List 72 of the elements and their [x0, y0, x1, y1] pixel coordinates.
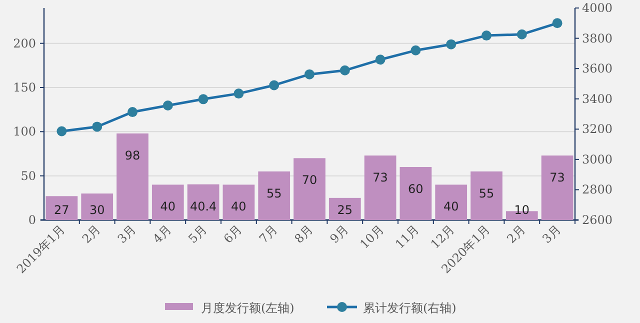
data-label: 73 [372, 170, 388, 185]
y2-tick-label: 3800 [582, 31, 613, 46]
data-label: 40 [231, 200, 246, 214]
x-tick-label: 2月 [504, 222, 528, 246]
bar [328, 198, 361, 220]
point [128, 107, 138, 118]
data-label: 40 [443, 200, 459, 214]
bar [470, 171, 502, 220]
bar [222, 184, 255, 220]
x-tick-label: 11月 [392, 222, 422, 252]
y-tick-label: 150 [13, 80, 36, 94]
bar [152, 184, 184, 220]
bar [81, 194, 114, 220]
point [162, 100, 173, 111]
bar [116, 133, 148, 220]
legend-label: 累计发行额(右轴) [363, 301, 456, 315]
legend-label: 月度发行额(左轴) [201, 301, 294, 315]
y2-tick-label: 3000 [582, 152, 613, 166]
y2-tick-label: 3600 [582, 62, 613, 76]
y-tick-label: 100 [13, 124, 36, 139]
x-tick-label: 12月 [428, 222, 458, 252]
bar [541, 156, 574, 220]
y-tick-label: 0 [28, 213, 36, 227]
bar [435, 184, 468, 220]
x-tick-label: 6月 [221, 222, 245, 246]
x-tick-label: 8月 [292, 222, 316, 246]
data-label: 30 [89, 203, 105, 217]
point [234, 88, 244, 99]
y-tick-label: 50 [20, 168, 36, 183]
data-label: 40 [160, 200, 176, 214]
bar [46, 196, 78, 220]
bar [187, 184, 220, 220]
data-label: 55 [478, 186, 494, 200]
x-tick-label: 3月 [540, 222, 564, 246]
point [375, 54, 386, 65]
data-label: 27 [54, 203, 70, 217]
point [446, 39, 456, 50]
y2-tick-label: 2600 [582, 213, 613, 227]
y-tick-label: 200 [13, 36, 36, 50]
data-label: 73 [550, 170, 565, 185]
data-label: 25 [337, 203, 353, 217]
bar [294, 158, 326, 220]
y2-tick-label: 2800 [582, 182, 613, 197]
x-tick-label: 3月 [114, 222, 139, 246]
point [56, 126, 67, 136]
data-label: 10 [514, 203, 530, 217]
point [92, 122, 102, 132]
point [304, 69, 314, 80]
data-label: 70 [302, 173, 318, 188]
point [516, 29, 527, 40]
bar [400, 167, 432, 220]
data-label: 55 [266, 186, 282, 200]
y2-tick-label: 4000 [582, 1, 613, 15]
point [269, 80, 280, 90]
bar [364, 156, 396, 220]
bar [258, 171, 290, 220]
point [552, 18, 562, 28]
y2-tick-label: 3400 [582, 92, 613, 106]
x-tick-label: 7月 [256, 222, 280, 246]
data-label: 40.4 [190, 199, 217, 214]
x-tick-label: 4月 [150, 222, 174, 246]
y2-tick-label: 3200 [582, 122, 613, 136]
point [482, 30, 492, 41]
x-tick-label: 10月 [357, 222, 386, 252]
x-tick-label: 9月 [327, 222, 352, 246]
point [198, 94, 208, 104]
x-tick-label: 2月 [79, 222, 104, 246]
point [410, 45, 421, 56]
data-label: 60 [408, 182, 424, 196]
data-label: 98 [124, 148, 140, 162]
point [340, 65, 350, 76]
x-tick-label: 5月 [186, 222, 210, 246]
